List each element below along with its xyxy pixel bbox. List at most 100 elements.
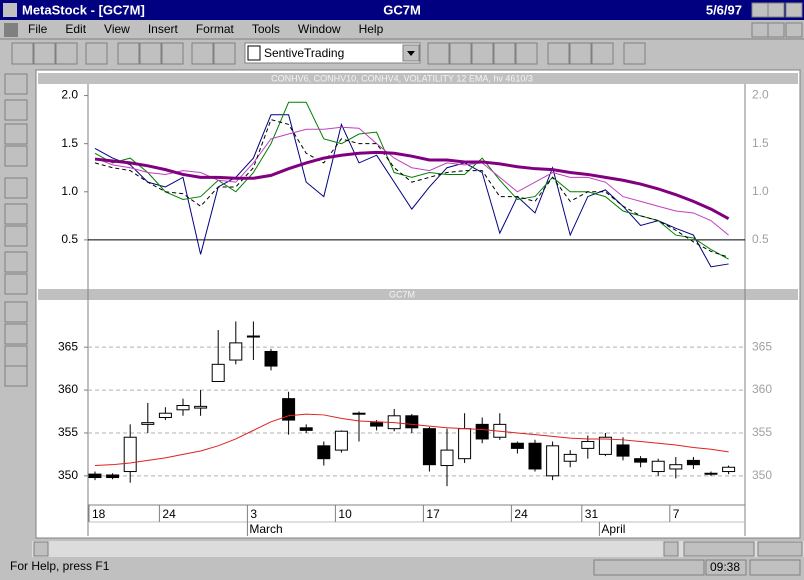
candle-body — [669, 464, 683, 470]
status-time: 09:38 — [710, 560, 740, 574]
menu-item[interactable]: Window — [298, 22, 341, 36]
y-tick-label: 365 — [58, 339, 78, 353]
candle-body — [88, 473, 102, 479]
tool-button[interactable] — [471, 42, 494, 65]
tool-button[interactable] — [4, 251, 28, 273]
y-tick-label: 0.5 — [61, 232, 78, 246]
doc-restore[interactable] — [767, 22, 785, 38]
doc-minimize[interactable] — [751, 22, 769, 38]
tool-button[interactable] — [4, 225, 28, 247]
status-help: For Help, press F1 — [10, 559, 110, 573]
candle-body — [686, 459, 700, 466]
toolbar — [11, 42, 646, 65]
tool-button[interactable] — [55, 42, 78, 65]
candle-body — [563, 453, 577, 462]
candle-body — [458, 428, 472, 460]
tool-button[interactable] — [4, 99, 28, 121]
tool-button[interactable] — [161, 42, 184, 65]
tool-button[interactable] — [11, 42, 34, 65]
status-pane — [749, 559, 801, 576]
moving-average — [94, 413, 729, 467]
tool-button[interactable] — [4, 123, 28, 145]
window-symbol: GC7M — [383, 2, 421, 17]
tool-button[interactable] — [427, 42, 450, 65]
tool-button[interactable] — [139, 42, 162, 65]
tool-button[interactable] — [515, 42, 538, 65]
menu-item[interactable]: Format — [196, 22, 235, 36]
candle-body — [282, 398, 296, 421]
candle-body — [370, 422, 384, 427]
tool-button[interactable] — [85, 42, 108, 65]
y-tick-label: 2.0 — [61, 88, 78, 102]
h-scrollbar[interactable] — [32, 541, 804, 557]
menu-item[interactable]: Help — [359, 22, 384, 36]
menu-item[interactable]: File — [28, 22, 48, 36]
candle-body — [475, 423, 489, 440]
candle-body — [246, 335, 260, 338]
y-tick-label-right: 360 — [752, 382, 772, 396]
app-icon[interactable] — [3, 3, 17, 17]
status-pane — [593, 559, 705, 576]
tool-button[interactable] — [4, 177, 28, 199]
window-title: MetaStock - [GC7M] — [22, 2, 145, 17]
doc-close[interactable] — [785, 22, 803, 38]
page-controls[interactable] — [757, 541, 803, 557]
zoom-controls[interactable] — [683, 541, 755, 557]
tool-button[interactable] — [493, 42, 516, 65]
candle-body — [546, 445, 560, 477]
tool-button[interactable] — [4, 365, 28, 387]
tool-button[interactable] — [117, 42, 140, 65]
x-tick-label: 24 — [162, 507, 176, 521]
candle-body — [634, 458, 648, 463]
menu-item[interactable]: Edit — [65, 22, 86, 36]
restore-button[interactable] — [767, 2, 785, 18]
panel-title: CONHV6, CONHV10, CONHV4, VOLATILITY 12 E… — [271, 73, 533, 83]
template-combo[interactable] — [244, 42, 421, 64]
menu-item[interactable]: Tools — [252, 22, 280, 36]
scroll-left[interactable] — [33, 541, 49, 557]
tool-button[interactable] — [4, 345, 28, 367]
tool-button[interactable] — [4, 301, 28, 323]
y-tick-label: 360 — [58, 382, 78, 396]
menu-bar: File Edit View Insert Format Tools Window Help — [28, 22, 384, 36]
scroll-right[interactable] — [663, 541, 679, 557]
tool-button[interactable] — [591, 42, 614, 65]
candle-body — [158, 412, 172, 419]
tool-button[interactable] — [4, 323, 28, 345]
tool-button[interactable] — [4, 273, 28, 295]
candle-body — [352, 412, 366, 415]
template-icon — [247, 45, 261, 61]
panel-header — [38, 289, 798, 300]
candle-body — [299, 427, 313, 431]
tool-button[interactable] — [4, 203, 28, 225]
tool-button[interactable] — [33, 42, 56, 65]
menu-item[interactable]: Insert — [148, 22, 179, 36]
month-label: April — [601, 522, 625, 536]
x-tick-label: 24 — [514, 507, 528, 521]
tool-button[interactable] — [191, 42, 214, 65]
tool-button[interactable] — [547, 42, 570, 65]
close-button[interactable] — [785, 2, 803, 18]
x-tick-label: 31 — [585, 507, 599, 521]
window-date: 5/6/97 — [706, 2, 742, 17]
tool-button[interactable] — [4, 73, 28, 95]
doc-icon[interactable] — [4, 23, 18, 37]
indicator-line — [94, 119, 729, 258]
x-tick-label: 18 — [92, 507, 106, 521]
candle-body — [264, 350, 278, 367]
tool-button[interactable] — [213, 42, 236, 65]
menu-item[interactable]: View — [104, 22, 130, 36]
y-tick-label-right: 1.5 — [752, 136, 769, 150]
minimize-button[interactable] — [751, 2, 769, 18]
tool-button[interactable] — [569, 42, 592, 65]
candle-body — [581, 441, 595, 449]
x-tick-label: 17 — [426, 507, 440, 521]
y-tick-label-right: 365 — [752, 339, 772, 353]
month-label: March — [249, 522, 282, 536]
candle-body — [440, 449, 454, 467]
tool-button[interactable] — [623, 42, 646, 65]
tool-button[interactable] — [4, 145, 28, 167]
tool-button[interactable] — [449, 42, 472, 65]
